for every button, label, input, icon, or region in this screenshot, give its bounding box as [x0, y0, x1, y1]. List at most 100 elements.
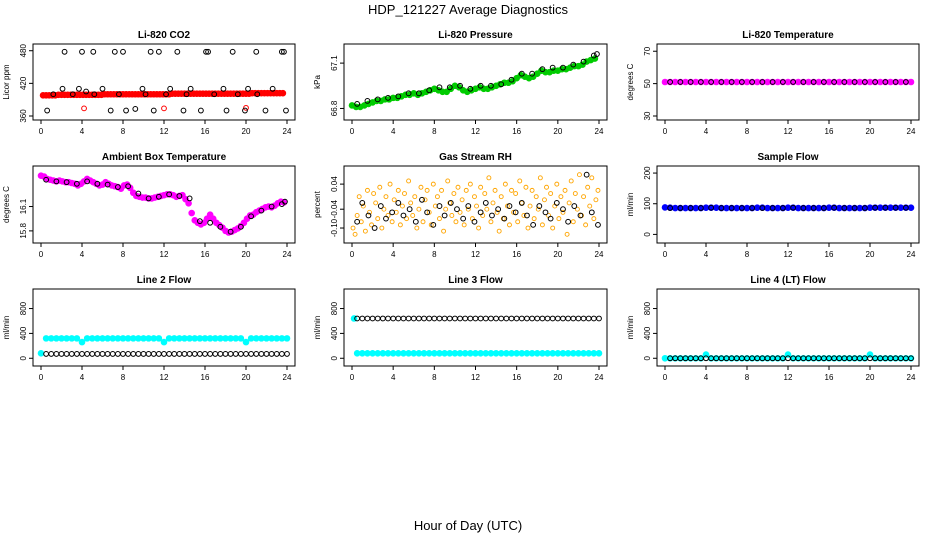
- data-point-hourly: [145, 195, 152, 202]
- data-point-hourly: [63, 179, 70, 186]
- x-tick-label: 4: [80, 373, 85, 382]
- data-point-hourly: [142, 91, 149, 98]
- data-point-hourly: [130, 351, 137, 357]
- data-point-hourly: [518, 70, 525, 77]
- data-point-hourly: [570, 61, 577, 68]
- chart-panel-sample_flow: Sample Flow ml/min 0 4 8 12 16 20 24 0 100 200: [626, 152, 920, 259]
- data-point-hourly: [59, 85, 66, 92]
- data-point-avg: [408, 200, 414, 206]
- data-point-avg: [572, 191, 578, 196]
- data-point-avg: [424, 187, 430, 193]
- data-point-hourly: [594, 51, 600, 57]
- data-point-avg: [369, 222, 375, 228]
- data-point-hourly: [708, 204, 715, 211]
- data-point-hourly: [155, 351, 162, 357]
- data-point-hourly: [472, 315, 479, 322]
- data-point-hourly: [139, 85, 146, 92]
- data-point-hourly: [79, 351, 85, 357]
- data-point-avg: [399, 203, 405, 209]
- data-point-hourly: [687, 79, 694, 85]
- data-point-hourly: [697, 205, 704, 211]
- data-point-hourly: [539, 66, 546, 73]
- data-point-hourly: [553, 200, 560, 206]
- data-point-hourly: [227, 351, 234, 357]
- data-point-hourly: [424, 209, 431, 216]
- data-point-hourly: [580, 315, 587, 322]
- data-point-hourly: [405, 315, 412, 322]
- data-point-avg: [587, 203, 593, 209]
- data-point-hourly: [460, 215, 467, 222]
- x-tick-label: 20: [553, 127, 562, 136]
- y-tick-label: 800: [643, 301, 652, 315]
- data-point-hourly: [769, 79, 776, 85]
- data-point-avg: [554, 181, 560, 187]
- data-point-hourly: [549, 315, 556, 322]
- data-point-hourly: [426, 87, 433, 94]
- data-point-hourly: [498, 315, 505, 322]
- data-point-avg: [360, 203, 366, 209]
- data-point-avg: [513, 191, 519, 196]
- plot-frame: [32, 165, 296, 244]
- data-point-hourly: [258, 351, 265, 357]
- x-tick-label: 24: [283, 250, 292, 259]
- data-point-hourly: [243, 351, 249, 357]
- data-point-hourly: [359, 315, 366, 322]
- chart-panel-line3: Line 3 Flow ml/min 0 4 8 12 16 20 24 0 400 800: [313, 275, 608, 382]
- data-point-hourly: [395, 200, 402, 206]
- x-tick-label: 4: [80, 250, 85, 259]
- data-point-hourly: [268, 351, 275, 357]
- data-point-hourly: [513, 315, 520, 322]
- data-point-hourly: [354, 101, 361, 107]
- data-point-avg: [539, 222, 545, 228]
- data-point-hourly: [234, 91, 241, 98]
- data-point-avg: [533, 194, 539, 200]
- data-point-hourly: [245, 85, 251, 92]
- data-point-hourly: [861, 79, 868, 85]
- data-point-hourly: [73, 180, 80, 187]
- data-point-hourly: [365, 212, 372, 219]
- x-tick-label: 24: [283, 127, 292, 136]
- y-tick-label: 400: [330, 326, 339, 340]
- data-point-hourly: [278, 351, 285, 357]
- data-point-hourly: [237, 351, 244, 357]
- data-point-hourly: [565, 315, 572, 322]
- x-tick-label: 8: [121, 250, 126, 259]
- data-point-avg: [907, 204, 915, 212]
- data-point-hourly: [738, 79, 745, 85]
- data-point-hourly: [125, 351, 132, 357]
- data-point-hourly: [155, 48, 162, 55]
- data-point-avg: [548, 191, 554, 196]
- y-axis-label: kPa: [313, 75, 322, 89]
- data-point-avg: [566, 200, 572, 206]
- data-point-avg: [453, 219, 459, 225]
- data-point-hourly: [406, 206, 413, 213]
- y-tick-label: 67.1: [330, 55, 339, 71]
- data-point-hourly: [667, 79, 674, 85]
- data-point-avg: [73, 335, 81, 342]
- data-point-hourly: [68, 351, 75, 357]
- data-point-hourly: [441, 212, 448, 219]
- data-point-hourly: [560, 206, 566, 213]
- data-point-avg: [455, 184, 461, 190]
- x-tick-label: 8: [745, 373, 750, 382]
- data-point-hourly: [493, 315, 499, 322]
- data-point-avg: [449, 213, 455, 218]
- data-point-hourly: [191, 351, 198, 357]
- data-point-hourly: [465, 203, 472, 209]
- data-point-hourly: [104, 181, 111, 188]
- data-point-hourly: [421, 315, 427, 322]
- data-point-hourly: [872, 79, 879, 85]
- data-point-hourly: [529, 70, 536, 77]
- data-point-hourly: [364, 315, 371, 322]
- data-point-hourly: [114, 351, 121, 357]
- y-tick-label: 0.04: [330, 176, 339, 192]
- data-point-hourly: [738, 205, 745, 211]
- data-point-avg: [574, 206, 580, 212]
- data-point-hourly: [123, 107, 129, 114]
- x-tick-label: 16: [512, 127, 521, 136]
- data-point-hourly: [150, 351, 157, 357]
- data-point-avg: [907, 78, 915, 86]
- y-tick-label: 200: [643, 166, 652, 180]
- data-point-avg: [517, 178, 523, 184]
- data-point-hourly: [84, 351, 91, 357]
